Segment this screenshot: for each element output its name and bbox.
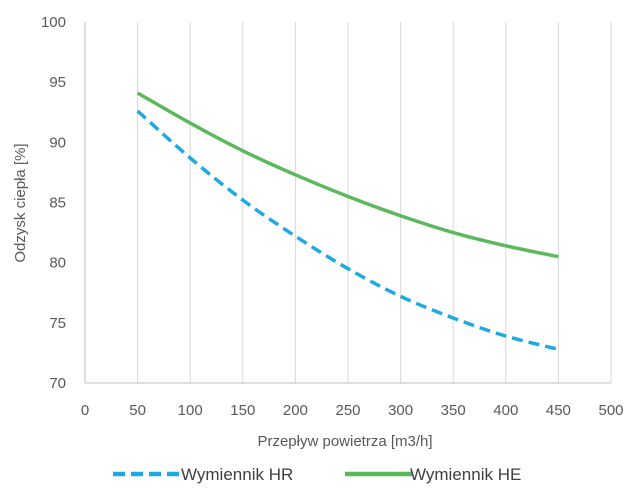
y-tick-label-80: 80 (49, 255, 66, 272)
x-tick-label-150: 150 (230, 402, 255, 419)
x-tick-label-500: 500 (598, 402, 623, 419)
x-tick-label-250: 250 (335, 402, 360, 419)
x-tick-label-450: 450 (546, 402, 571, 419)
grid (137, 22, 612, 383)
y-axis-label: Odzysk ciepła [%] (12, 143, 29, 262)
x-tick-label-50: 50 (129, 402, 146, 419)
tick-labels: 70 75 80 85 90 95 100 0 50 100 150 200 250 300 350 400 4… (41, 14, 624, 419)
y-tick-label-75: 75 (49, 315, 66, 332)
legend: Wymiennik HR Wymiennik HE (113, 465, 521, 484)
y-tick-label-70: 70 (49, 375, 66, 392)
x-tick-label-0: 0 (81, 402, 89, 419)
y-tick-label-95: 95 (49, 74, 66, 91)
y-tick-label-100: 100 (41, 14, 66, 31)
series-line-1 (136, 91, 559, 259)
series-line-0 (136, 109, 559, 352)
y-tick-label-85: 85 (49, 195, 66, 212)
series-lines (136, 91, 559, 352)
x-axis-label: Przepływ powietrza [m3/h] (257, 433, 432, 450)
legend-label-hr: Wymiennik HR (181, 465, 293, 484)
x-tick-label-100: 100 (178, 402, 203, 419)
legend-label-he: Wymiennik HE (410, 465, 521, 484)
x-tick-label-400: 400 (493, 402, 518, 419)
axes (84, 22, 611, 384)
x-tick-label-200: 200 (283, 402, 308, 419)
y-tick-label-90: 90 (49, 134, 66, 151)
x-tick-label-300: 300 (388, 402, 413, 419)
x-tick-label-350: 350 (441, 402, 466, 419)
